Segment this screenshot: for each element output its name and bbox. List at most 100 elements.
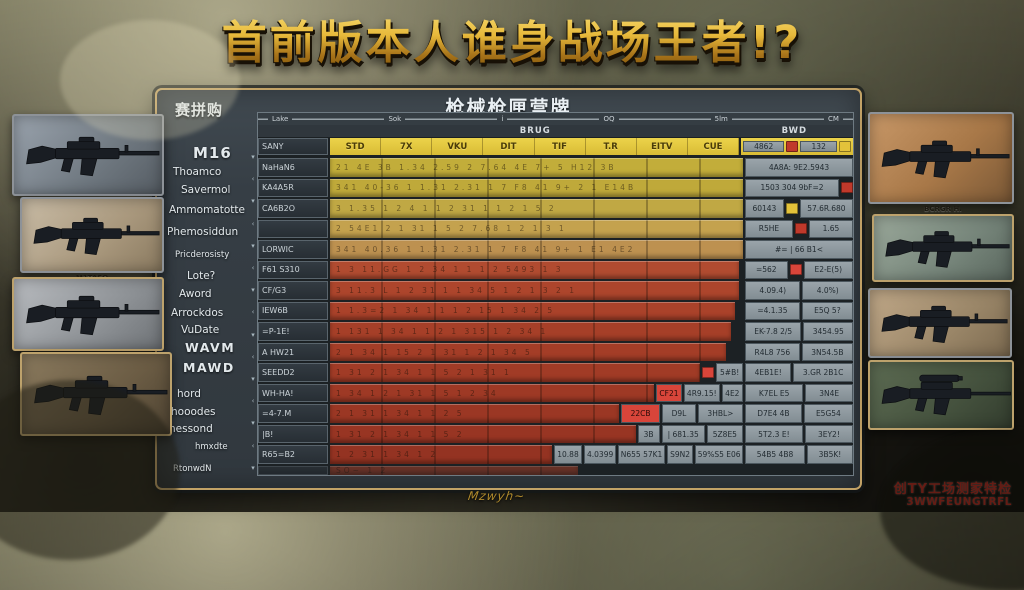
weapon-thumb bbox=[12, 114, 164, 196]
weapon-name: M16 bbox=[193, 144, 232, 162]
stat-cell: 4862 bbox=[743, 141, 785, 152]
stat-cell: 4R9.15! bbox=[683, 383, 720, 403]
row-right-cells: 4.09.4) 4.0%) bbox=[745, 281, 854, 300]
row-right-cells bbox=[745, 466, 853, 475]
header-cell: 7X bbox=[381, 138, 433, 155]
row-right-cells: 60143 57.6R.680 bbox=[745, 199, 854, 218]
stat-row: NaHaN6 21 4E 3B 1.34 2.59 2 7.64 4E 7+ 5 … bbox=[258, 158, 853, 177]
chevron-marker-icon: ‹ bbox=[251, 175, 255, 184]
stat-cell: E5Q 5? bbox=[801, 301, 854, 321]
stat-row: LORWIC 341 40.36 1 1.31 2.31 1 7 F8 41 9+… bbox=[258, 240, 853, 259]
rifle-icon bbox=[885, 231, 1010, 268]
scale-tick-label: OQ bbox=[599, 114, 619, 124]
stat-cell: 4.0399 bbox=[583, 445, 617, 464]
stat-cell: 3EY2! bbox=[804, 424, 854, 444]
stat-cell: S9N2 bbox=[666, 445, 694, 464]
watermark-line2: 3WWFEUNGTRFL bbox=[906, 495, 1012, 508]
weapon-name: WAVM bbox=[185, 340, 236, 355]
bar-inline-figures: 2 1 34 1 15 2 1 31 1 2 1 34 5 bbox=[336, 347, 533, 357]
bar-zone: 1 1.3=2 1 34 1 1 1 2 15 1 34 2 5 bbox=[330, 301, 743, 321]
stat-cell: 3N4E bbox=[805, 383, 854, 403]
weapon-thumb: BCRGR H. bbox=[872, 205, 1014, 282]
panel-corner-label: 赛拼购 bbox=[175, 101, 224, 119]
chevron-marker-icon: ▾ bbox=[251, 197, 255, 206]
stat-cell: 4.0%) bbox=[802, 281, 854, 300]
stat-cell: 3HBL> bbox=[697, 404, 743, 423]
row-label: =4-7.M bbox=[258, 404, 328, 423]
status-chip bbox=[841, 182, 853, 194]
chevron-marker-icon: ‹ bbox=[251, 308, 255, 317]
scale-tick-label: Lake bbox=[268, 114, 293, 124]
rifle-icon bbox=[33, 217, 160, 255]
weapon-thumb bbox=[868, 288, 1012, 358]
bar-inline-figures: 1 1.3=2 1 34 1 1 1 2 15 1 34 2 5 bbox=[336, 306, 556, 316]
stat-row: R65=B2 1 2 31 1 34 1 2 10.88 4.0399 N655 57K… bbox=[258, 445, 854, 464]
stat-bar: 3 11.3 L 1 2 31 1 1 34 5 1 2 1 3 2 1 bbox=[330, 281, 739, 300]
stat-cell: =562 bbox=[745, 260, 788, 280]
bar-inline-figures: 1 2 31 1 34 1 2 bbox=[336, 450, 439, 460]
weapon-name: MAWD bbox=[183, 360, 235, 375]
stat-cell: 3B5K! bbox=[806, 445, 854, 464]
scale-tick-label: i bbox=[497, 114, 508, 124]
bar-inline-figures: 21 4E 3B 1.34 2.59 2 7.64 4E 7+ 5 H12 3B bbox=[336, 162, 617, 172]
scale-tick-label: 5lm bbox=[710, 114, 732, 124]
bar-inline-figures: 1 3 11.GG 1 2 34 1 1 1 2 5493 1 3 bbox=[336, 265, 564, 275]
group-label-right: BWD bbox=[781, 126, 808, 136]
chevron-marker-icon: ‹ bbox=[251, 264, 255, 273]
row-right-cells: 1503 304 9bF=2 bbox=[745, 178, 853, 198]
weapon-thumb bbox=[868, 112, 1014, 204]
stat-cell: 60143 bbox=[745, 199, 784, 218]
row-right-cells: K7EL E5 3N4E bbox=[745, 383, 854, 403]
weapon-name: VuDate bbox=[181, 324, 220, 336]
row-right-cells: =4.1.35 E5Q 5? bbox=[745, 301, 854, 321]
stat-bar: 341 40.36 1 1.31 2.31 1 7 F8 41 9+ 1 E1 … bbox=[330, 240, 743, 259]
stat-bar: 2 1 31 1 34 1 1 2 5 bbox=[330, 404, 620, 423]
stat-cell: R5HE bbox=[745, 219, 793, 239]
weapon-name: Thoamco bbox=[173, 166, 222, 178]
page-title: 首前版本人谁身战场王者!? bbox=[0, 6, 1024, 71]
stat-bar: SO~ 1 2 bbox=[330, 465, 578, 475]
stat-cell: 3N54.5B bbox=[801, 342, 853, 362]
chevron-marker-icon: ‹ bbox=[251, 352, 255, 361]
chevron-marker-icon: ▾ bbox=[251, 241, 255, 250]
weapon-thumb bbox=[12, 277, 164, 351]
bar-zone: 3 11.3 L 1 2 31 1 1 34 5 1 2 1 3 2 1 bbox=[330, 281, 743, 300]
stats-panel: 枪械枪匣营牌 赛拼购 M16 Thoamco Savermol Ammomatotte… bbox=[155, 88, 862, 490]
bar-zone: 1 3 11.GG 1 2 34 1 1 1 2 5493 1 3 bbox=[330, 260, 743, 280]
header-cell: CUE bbox=[687, 138, 739, 155]
artist-signature: Mzwyh~ bbox=[467, 489, 527, 503]
row-label: CA6B2O bbox=[258, 199, 328, 218]
stat-row: =4-7.M 2 1 31 1 34 1 1 2 5 22CB D9L 3HBL> D7E… bbox=[258, 404, 854, 423]
header-cells: STD 7X VKU DIT TIF T.R EITV CUE bbox=[330, 138, 739, 155]
stat-bar: 1 31 2 1 34 1 1 5 2 1 31 1 bbox=[330, 363, 701, 382]
header-cell: EITV bbox=[636, 138, 688, 155]
row-label: A HW21 bbox=[258, 342, 328, 362]
status-chip bbox=[794, 223, 807, 235]
weapon-name: hmxdte bbox=[195, 442, 228, 452]
weapon-name: hooodes bbox=[171, 406, 216, 418]
bar-zone: 341 40-36 1 1.31 2.31 1 7 F8 41 9+ 2 1 E… bbox=[330, 178, 743, 198]
bar-zone: SO~ 1 2 bbox=[330, 465, 743, 475]
row-right-cells: EK-7.8 2/5 3454.95 bbox=[745, 322, 854, 341]
stat-bar: 21 4E 3B 1.34 2.59 2 7.64 4E 7+ 5 H12 3B bbox=[330, 158, 743, 177]
stat-bar: 341 40-36 1 1.31 2.31 1 7 F8 41 9+ 2 1 E… bbox=[330, 178, 743, 198]
header-cell: VKU bbox=[432, 138, 484, 155]
scale-tick-label: CM bbox=[824, 114, 843, 124]
stat-cell: 3454.95 bbox=[803, 322, 854, 341]
stat-cell: K7EL E5 bbox=[745, 383, 804, 403]
stat-cell: 1503 304 9bF=2 bbox=[745, 178, 839, 198]
weapon-name: RtonwdN bbox=[173, 464, 212, 474]
weapon-name: Lote? bbox=[187, 270, 216, 282]
row-label: CF/G3 bbox=[258, 281, 328, 300]
bar-zone: 1 2 31 1 34 1 2 10.88 4.0399 N655 57K1 S9N2 5… bbox=[330, 445, 744, 464]
background-blur-blob bbox=[880, 430, 1024, 590]
scale-tick-label: Sok bbox=[384, 114, 406, 124]
status-chip bbox=[702, 367, 715, 379]
row-label: R65=B2 bbox=[258, 445, 328, 464]
stat-row: CF/G3 3 11.3 L 1 2 31 1 1 34 5 1 2 1 3 2 … bbox=[258, 281, 854, 300]
stat-row: =P-1E! 1 131 1 34 1 1 2 1 315 1 2 34 1 EK-… bbox=[258, 322, 854, 341]
stat-row: 2 54E1 2 1 31 1 5 2 7.68 1 2 1 3 1 R5HE 1.… bbox=[258, 219, 854, 239]
stat-cell: 22CB bbox=[621, 404, 661, 423]
stat-cell: 3.GR 2B1C bbox=[793, 363, 853, 382]
chevron-marker-icon: ‹ bbox=[251, 219, 255, 228]
